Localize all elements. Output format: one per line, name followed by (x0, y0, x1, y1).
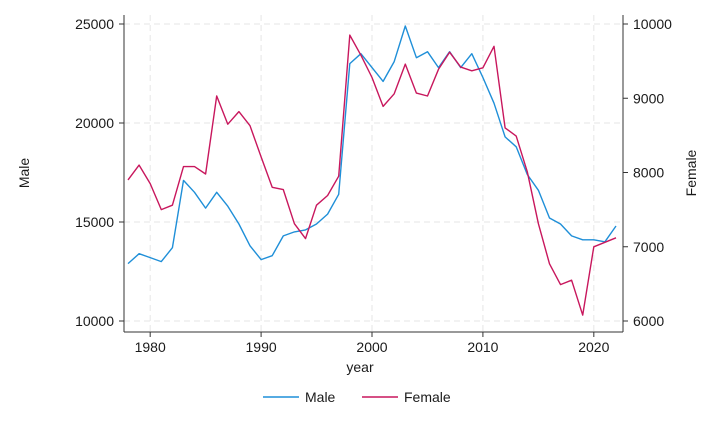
right-y-tick-label: 9000 (633, 90, 664, 106)
left-y-tick-label: 10000 (75, 313, 114, 329)
right-y-tick-label: 7000 (633, 239, 664, 255)
right-y-axis-title: Female (683, 149, 699, 196)
x-tick-label: 2020 (578, 339, 609, 355)
left-y-tick-label: 20000 (75, 115, 114, 131)
series-line-female (127, 34, 617, 316)
axes: 10000 15000 20000 25000 6000 7000 8000 9000 1000… (75, 15, 672, 355)
legend: Male Female (263, 389, 451, 405)
x-tick-label: 1980 (135, 339, 166, 355)
x-axis-title: year (346, 359, 374, 375)
series-lines (127, 25, 617, 316)
left-y-tick-label: 15000 (75, 214, 114, 230)
legend-label-female: Female (404, 389, 451, 405)
series-line-male (127, 25, 617, 265)
x-tick-label: 2010 (467, 339, 498, 355)
x-tick-label: 2000 (356, 339, 387, 355)
x-tick-label: 1990 (246, 339, 277, 355)
right-y-tick-label: 6000 (633, 313, 664, 329)
left-y-tick-label: 25000 (75, 16, 114, 32)
left-y-axis-title: Male (16, 158, 32, 189)
right-y-tick-label: 10000 (633, 16, 672, 32)
right-y-tick-label: 8000 (633, 165, 664, 181)
gridlines (124, 15, 623, 332)
legend-label-male: Male (305, 389, 336, 405)
